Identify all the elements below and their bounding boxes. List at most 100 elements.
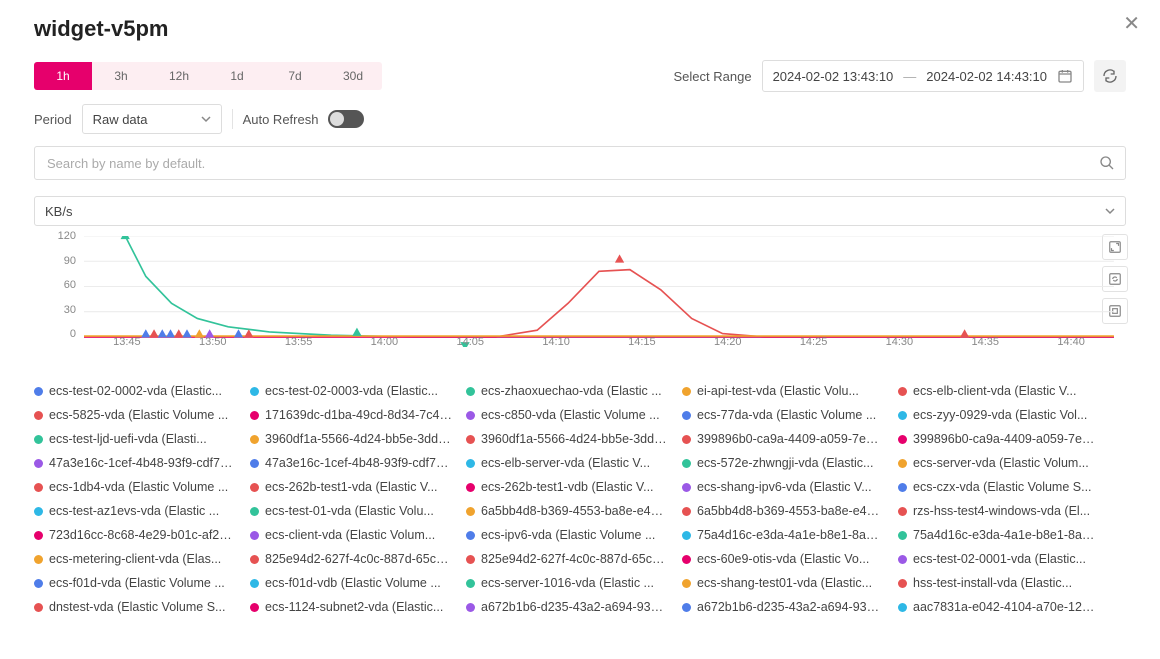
legend-dot (466, 411, 475, 420)
legend-item[interactable]: ecs-c850-vda (Elastic Volume ... (466, 408, 668, 422)
legend-item[interactable]: 75a4d16c-e3da-4a1e-b8e1-8a449... (898, 528, 1100, 542)
legend-item[interactable]: ei-api-test-vda (Elastic Volu... (682, 384, 884, 398)
legend-item[interactable]: a672b1b6-d235-43a2-a694-93d24... (682, 600, 884, 614)
legend-item[interactable]: hss-test-install-vda (Elastic... (898, 576, 1100, 590)
legend-label: ecs-elb-client-vda (Elastic V... (913, 384, 1077, 398)
legend-dot (250, 507, 259, 516)
legend-item[interactable]: ecs-elb-client-vda (Elastic V... (898, 384, 1100, 398)
unit-select[interactable]: KB/s (34, 196, 1126, 226)
legend-item[interactable]: ecs-ipv6-vda (Elastic Volume ... (466, 528, 668, 542)
legend-dot (34, 411, 43, 420)
legend-item[interactable]: 6a5bb4d8-b369-4553-ba8e-e4809... (466, 504, 668, 518)
legend-item[interactable]: ecs-test-02-0002-vda (Elastic... (34, 384, 236, 398)
y-tick: 90 (64, 255, 76, 267)
legend-label: ecs-elb-server-vda (Elastic V... (481, 456, 650, 470)
legend-item[interactable]: ecs-zhaoxuechao-vda (Elastic ... (466, 384, 668, 398)
legend-item[interactable]: ecs-metering-client-vda (Elas... (34, 552, 236, 566)
legend-item[interactable]: ecs-1124-subnet2-vda (Elastic... (250, 600, 452, 614)
legend-label: 47a3e16c-1cef-4b48-93f9-cdf74... (265, 456, 452, 470)
legend-item[interactable]: rzs-hss-test4-windows-vda (El... (898, 504, 1100, 518)
range-tab-1d[interactable]: 1d (208, 62, 266, 90)
x-tick: 14:20 (714, 336, 742, 348)
legend-item[interactable]: ecs-shang-ipv6-vda (Elastic V... (682, 480, 884, 494)
legend-item[interactable]: 47a3e16c-1cef-4b48-93f9-cdf74... (34, 456, 236, 470)
search-input[interactable] (45, 155, 1099, 172)
x-tick: 14:30 (886, 336, 914, 348)
legend-item[interactable]: 171639dc-d1ba-49cd-8d34-7c40a... (250, 408, 452, 422)
x-tick: 14:00 (371, 336, 399, 348)
legend-item[interactable]: ecs-262b-test1-vda (Elastic V... (250, 480, 452, 494)
legend-label: 6a5bb4d8-b369-4553-ba8e-e4809... (697, 504, 884, 518)
legend-item[interactable]: ecs-zyy-0929-vda (Elastic Vol... (898, 408, 1100, 422)
legend-dot (682, 435, 691, 444)
legend-label: 75a4d16c-e3da-4a1e-b8e1-8a449... (913, 528, 1100, 542)
legend-item[interactable]: 825e94d2-627f-4c0c-887d-65c69... (250, 552, 452, 566)
auto-refresh-toggle[interactable] (328, 110, 364, 128)
legend-label: 825e94d2-627f-4c0c-887d-65c69... (481, 552, 668, 566)
legend-item[interactable]: 47a3e16c-1cef-4b48-93f9-cdf74... (250, 456, 452, 470)
legend-item[interactable]: a672b1b6-d235-43a2-a694-93d24... (466, 600, 668, 614)
legend-item[interactable]: ecs-f01d-vdb (Elastic Volume ... (250, 576, 452, 590)
legend-item[interactable]: ecs-server-1016-vda (Elastic ... (466, 576, 668, 590)
legend-item[interactable]: 3960df1a-5566-4d24-bb5e-3ddef... (466, 432, 668, 446)
legend-dot (34, 579, 43, 588)
legend-dot (682, 483, 691, 492)
select-range-group: Select Range 2024-02-02 13:43:10 — 2024-… (674, 60, 1127, 92)
legend-label: ecs-5825-vda (Elastic Volume ... (49, 408, 228, 422)
legend-label: ecs-77da-vda (Elastic Volume ... (697, 408, 876, 422)
legend-item[interactable]: ecs-test-01-vda (Elastic Volu... (250, 504, 452, 518)
legend-item[interactable]: 399896b0-ca9a-4409-a059-7ee27... (682, 432, 884, 446)
legend-item[interactable]: ecs-77da-vda (Elastic Volume ... (682, 408, 884, 422)
legend-item[interactable]: ecs-client-vda (Elastic Volum... (250, 528, 452, 542)
x-axis: 13:4513:5013:5514:0014:0514:1014:1514:20… (84, 336, 1114, 356)
legend-item[interactable]: ecs-server-vda (Elastic Volum... (898, 456, 1100, 470)
legend-item[interactable]: ecs-shang-test01-vda (Elastic... (682, 576, 884, 590)
range-tab-7d[interactable]: 7d (266, 62, 324, 90)
legend-label: ecs-1124-subnet2-vda (Elastic... (265, 600, 443, 614)
legend-item[interactable]: 399896b0-ca9a-4409-a059-7ee27... (898, 432, 1100, 446)
legend-item[interactable]: 723d16cc-8c68-4e29-b01c-af206... (34, 528, 236, 542)
legend-item[interactable]: ecs-f01d-vda (Elastic Volume ... (34, 576, 236, 590)
legend-item[interactable]: ecs-test-02-0001-vda (Elastic... (898, 552, 1100, 566)
legend-item[interactable]: aac7831a-e042-4104-a70e-12047... (898, 600, 1100, 614)
legend-item[interactable]: ecs-1db4-vda (Elastic Volume ... (34, 480, 236, 494)
range-tab-3h[interactable]: 3h (92, 62, 150, 90)
y-tick: 0 (70, 328, 76, 340)
legend-item[interactable]: 75a4d16c-e3da-4a1e-b8e1-8a449... (682, 528, 884, 542)
close-icon[interactable]: ✕ (1123, 14, 1140, 34)
period-label: Period (34, 112, 72, 127)
period-select[interactable]: Raw data (82, 104, 222, 134)
legend-item[interactable]: ecs-test-az1evs-vda (Elastic ... (34, 504, 236, 518)
legend-label: 171639dc-d1ba-49cd-8d34-7c40a... (265, 408, 452, 422)
date-to: 2024-02-02 14:43:10 (926, 69, 1047, 84)
legend-label: ecs-f01d-vdb (Elastic Volume ... (265, 576, 441, 590)
legend-dot (34, 435, 43, 444)
range-tab-30d[interactable]: 30d (324, 62, 382, 90)
legend-dot (34, 459, 43, 468)
legend-dot (466, 387, 475, 396)
legend-item[interactable]: ecs-60e9-otis-vda (Elastic Vo... (682, 552, 884, 566)
legend-item[interactable]: 6a5bb4d8-b369-4553-ba8e-e4809... (682, 504, 884, 518)
range-tab-12h[interactable]: 12h (150, 62, 208, 90)
legend-dot (898, 555, 907, 564)
legend-item[interactable]: ecs-test-ljd-uefi-vda (Elasti... (34, 432, 236, 446)
search-bar[interactable] (34, 146, 1126, 180)
legend-item[interactable]: ecs-czx-vda (Elastic Volume S... (898, 480, 1100, 494)
legend-item[interactable]: 3960df1a-5566-4d24-bb5e-3ddef... (250, 432, 452, 446)
legend-item[interactable]: ecs-5825-vda (Elastic Volume ... (34, 408, 236, 422)
legend-item[interactable]: 825e94d2-627f-4c0c-887d-65c69... (466, 552, 668, 566)
legend-item[interactable]: dnstest-vda (Elastic Volume S... (34, 600, 236, 614)
range-tab-1h[interactable]: 1h (34, 62, 92, 90)
legend-item[interactable]: ecs-test-02-0003-vda (Elastic... (250, 384, 452, 398)
legend-label: 47a3e16c-1cef-4b48-93f9-cdf74... (49, 456, 236, 470)
chevron-down-icon (201, 114, 211, 124)
refresh-button[interactable] (1094, 60, 1126, 92)
legend-item[interactable]: ecs-elb-server-vda (Elastic V... (466, 456, 668, 470)
date-range-picker[interactable]: 2024-02-02 13:43:10 — 2024-02-02 14:43:1… (762, 60, 1084, 92)
legend-item[interactable]: ecs-262b-test1-vdb (Elastic V... (466, 480, 668, 494)
legend-dot (898, 411, 907, 420)
legend-dot (466, 483, 475, 492)
legend-item[interactable]: ecs-572e-zhwngji-vda (Elastic... (682, 456, 884, 470)
legend-label: ecs-test-02-0001-vda (Elastic... (913, 552, 1086, 566)
legend-dot (682, 387, 691, 396)
